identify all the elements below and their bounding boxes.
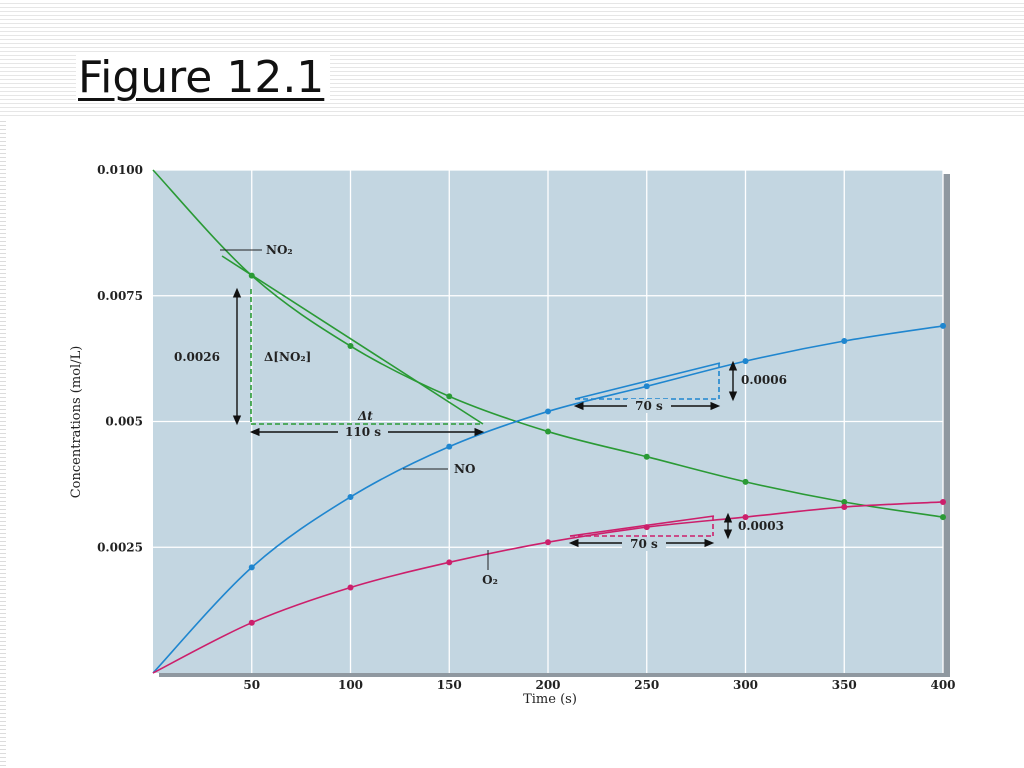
- data-point-2: [446, 559, 453, 566]
- x-tick-label: 350: [832, 678, 857, 692]
- data-point-1: [248, 564, 255, 571]
- y-tick-label: 0.0075: [97, 289, 143, 303]
- delta-t-value: 110 s: [345, 425, 381, 439]
- no-series-label: NO: [454, 462, 475, 476]
- x-axis-label: Time (s): [523, 692, 577, 707]
- x-tick-label: 50: [243, 678, 260, 692]
- no2-delta-label: Δ[NO₂]: [264, 350, 311, 364]
- data-point-0: [841, 498, 848, 505]
- no2-series-label: NO₂: [266, 243, 293, 257]
- data-point-1: [742, 358, 749, 365]
- o2-series-label: O₂: [482, 573, 498, 587]
- y-tick-label: 0.0100: [97, 163, 143, 177]
- x-tick-label: 400: [930, 678, 955, 692]
- data-point-2: [742, 514, 749, 521]
- data-point-0: [545, 428, 551, 435]
- o2-dt-label-bg: [622, 537, 666, 551]
- series-layer: [152, 169, 946, 674]
- x-tick-label: 300: [733, 678, 758, 692]
- data-point-0: [742, 478, 749, 485]
- y-tick-label: 0.0025: [97, 540, 143, 554]
- delta-t-label: Δt: [357, 409, 373, 423]
- y-axis-label: Concentrations (mol/L): [69, 346, 84, 499]
- data-point-1: [940, 322, 946, 329]
- data-point-0: [446, 393, 453, 400]
- no-delta-value: 0.0006: [741, 373, 787, 387]
- slide-title: Figure 12.1: [76, 52, 331, 103]
- data-point-2: [940, 498, 946, 505]
- grid-lines: [153, 169, 944, 673]
- x-tick-label: 100: [338, 678, 363, 692]
- series-line-0: [152, 169, 944, 518]
- series-line-2: [152, 501, 944, 674]
- data-point-1: [545, 408, 551, 415]
- o2-dt-value: 70 s: [630, 537, 658, 551]
- data-point-2: [545, 539, 551, 546]
- no-dt-label-bg: [627, 399, 671, 413]
- series-line-1: [152, 325, 944, 674]
- no2-delta-value: 0.0026: [174, 350, 220, 364]
- x-tick-label: 200: [535, 678, 560, 692]
- no-dt-value: 70 s: [635, 399, 663, 413]
- x-tick-label: 150: [437, 678, 462, 692]
- data-point-1: [446, 443, 453, 450]
- no-tangent: [574, 362, 721, 400]
- data-point-2: [248, 619, 255, 626]
- no2-tangent: [221, 255, 484, 425]
- data-point-1: [643, 383, 650, 390]
- data-point-2: [841, 504, 848, 511]
- y-tick-label: 0.005: [105, 415, 143, 429]
- left-stripes: [0, 118, 6, 768]
- axis-ticks: 50 100 150 200 250 300 350 400 0.0025 0.005 0.0075…: [97, 163, 955, 692]
- data-point-2: [347, 584, 354, 591]
- data-point-1: [841, 338, 848, 345]
- data-point-0: [347, 343, 354, 350]
- data-point-1: [347, 493, 354, 500]
- o2-tangent: [569, 515, 715, 537]
- x-tick-label: 250: [634, 678, 659, 692]
- data-point-0: [643, 453, 650, 460]
- o2-delta-value: 0.0003: [738, 519, 784, 533]
- delta-t-label-bg: [338, 425, 388, 439]
- data-point-0: [940, 514, 946, 521]
